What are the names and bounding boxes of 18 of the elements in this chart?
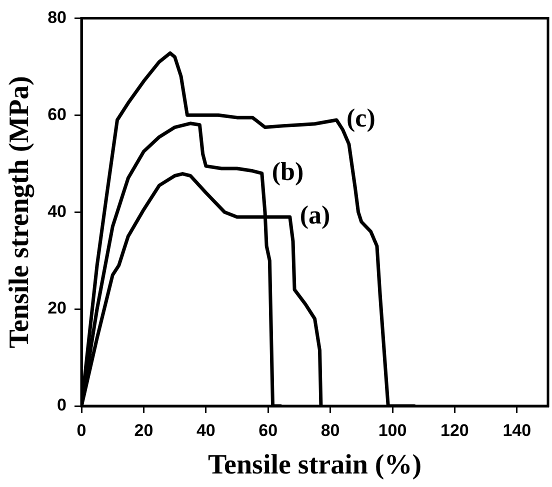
y-tick-label: 0 (57, 396, 67, 415)
y-tick-label: 80 (48, 8, 67, 27)
x-tick-label: 140 (502, 420, 532, 440)
series-label: (c) (346, 104, 376, 133)
x-axis-title: Tensile strain (%) (208, 449, 422, 480)
y-tick-label: 60 (48, 104, 67, 124)
x-tick-label: 0 (76, 420, 86, 440)
x-tick-label: 120 (440, 420, 469, 440)
x-tick-label: 40 (196, 420, 216, 440)
x-tick-label: 100 (378, 420, 407, 440)
y-tick-label: 40 (48, 202, 67, 221)
x-tick-label: 20 (134, 420, 154, 440)
series-label: (b) (272, 157, 304, 186)
y-axis-title: Tensile strength (MPa) (4, 76, 36, 348)
y-tick-label: 20 (48, 298, 67, 318)
x-tick-label: 80 (320, 420, 340, 440)
series-label: (a) (300, 200, 330, 230)
x-tick-label: 60 (258, 420, 278, 440)
